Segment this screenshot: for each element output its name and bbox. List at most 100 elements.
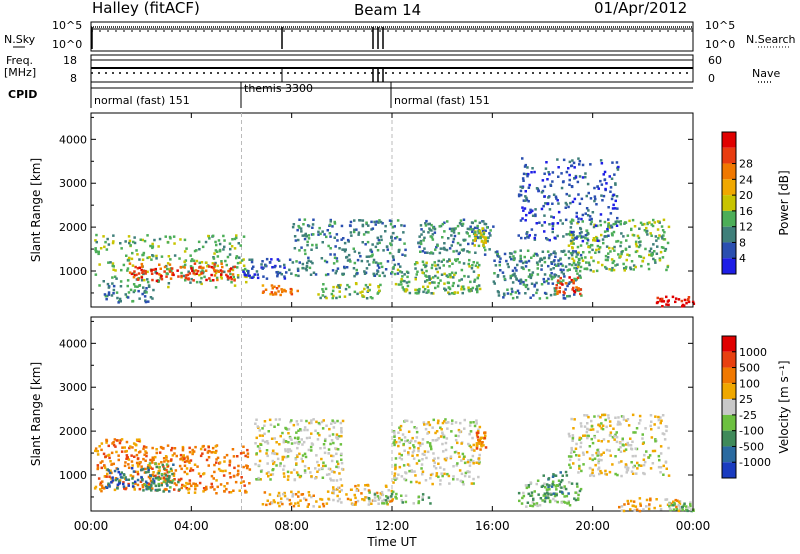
velocity-colorbar-swatch [722,430,736,447]
velocity-ytick-label: 2000 [59,425,87,438]
power-colorbar-label: 24 [739,173,753,186]
power-echo-region [291,218,407,278]
power-colorbar: 4 8 12 16 20 24 28 Power [dB] [721,131,791,275]
noise-tick-right-top: 10^5 [705,19,736,32]
velocity-colorbar-swatch [722,383,736,400]
power-echo-region [261,284,299,297]
power-colorbar-label: 16 [739,205,753,218]
power-colorbar-swatch [722,258,736,274]
velocity-colorbar-label: 25 [739,393,753,406]
velocity-colorbar: 1000 500 100 25 -25 -100 -500 -1000 Velocity [m … [721,335,791,479]
date-label: 01/Apr/2012 [594,0,688,17]
velocity-colorbar-label: 100 [739,377,760,390]
velocity-colorbar-label: -25 [739,409,757,422]
freq-tick-bottom: 8 [70,72,77,85]
power-echo-region [103,284,155,304]
velocity-data [93,413,695,513]
power-colorbar-label: 12 [739,221,753,234]
beam-label: Beam 14 [354,1,422,19]
nsearch-label: N.Search [746,33,796,46]
power-echo-region [94,233,249,289]
power-echo-region [242,257,295,280]
power-colorbar-title: Power [dB] [777,170,791,235]
power-colorbar-swatch [722,147,736,164]
time-tick-label: 00:00 [74,519,109,533]
velocity-ytick-label: 3000 [59,381,87,394]
velocity-panel: 1000 2000 3000 4000 Slant Range [km] [29,316,695,513]
velocity-colorbar-swatch [722,446,736,463]
power-colorbar-swatch [722,179,736,196]
power-echo-region [555,276,582,296]
velocity-echo-region [392,418,483,486]
power-echo-region [417,218,495,256]
velocity-echo-region [567,413,671,478]
noise-tick-left-bottom: 10^0 [52,38,83,51]
power-echo-region [473,227,488,248]
cpid-segment-3: normal (fast) 151 [394,94,490,107]
power-data [94,157,696,308]
power-colorbar-swatch [722,226,736,243]
noise-tick-left-top: 10^5 [52,19,83,32]
velocity-colorbar-swatch [722,414,736,431]
power-colorbar-label: 20 [739,189,753,202]
time-axis: 00:00 04:00 08:00 12:00 16:00 20:00 00:00 Time … [74,519,711,549]
velocity-colorbar-title: Velocity [m s⁻¹] [777,360,791,453]
velocity-echo-region [142,462,181,493]
freq-unit: [MHz] [4,66,37,79]
velocity-echo-region [331,483,394,506]
velocity-colorbar-label: 1000 [739,346,767,359]
power-colorbar-label: 4 [739,252,746,265]
time-tick-label: 12:00 [375,519,410,533]
time-axis-label: Time UT [366,535,417,549]
velocity-colorbar-frame [721,335,737,479]
power-echo-region [392,258,482,296]
nave-tick-bottom: 0 [708,72,715,85]
freq-label: Freq. [6,54,34,67]
velocity-colorbar-swatch [722,336,736,352]
velocity-ylabel: Slant Range [km] [29,362,43,466]
power-colorbar-swatch [722,210,736,227]
time-tick-label: 08:00 [274,519,309,533]
velocity-echo-region [254,418,345,482]
nave-label: Nave [752,67,781,80]
power-echo-region [128,262,237,283]
power-colorbar-frame [721,131,737,275]
nsky-label: N.Sky [4,33,36,46]
power-ytick-label: 2000 [59,221,87,234]
cpid-panel [90,82,693,108]
power-echo-region [317,282,382,300]
time-tick-label: 16:00 [475,519,510,533]
velocity-colorbar-label: -1000 [739,456,771,469]
power-ytick-label: 1000 [59,265,87,278]
power-ytick-label: 4000 [59,133,87,146]
noise-tick-right-bottom: 10^0 [705,38,736,51]
velocity-colorbar-swatch [722,399,736,415]
velocity-colorbar-swatch [722,462,736,478]
power-colorbar-swatch [722,163,736,180]
power-panel: 1000 2000 3000 4000 Slant Range [km] [29,112,696,308]
velocity-colorbar-label: -500 [739,440,764,453]
time-tick-label: 20:00 [575,519,610,533]
nave-tick-top: 60 [708,54,722,67]
station-title: Halley (fitACF) [92,0,200,17]
power-echo-region [655,295,696,308]
time-tick-label: 00:00 [676,519,711,533]
velocity-echo-region [668,501,695,513]
freq-tick-top: 18 [63,54,77,67]
velocity-ytick-label: 1000 [59,469,87,482]
velocity-echo-region [261,490,331,508]
cpid-label: CPID [8,88,38,101]
velocity-colorbar-label: 500 [739,362,760,375]
power-echo-region [517,157,621,243]
velocity-echo-region [367,490,432,505]
cpid-segment-1: normal (fast) 151 [94,94,190,107]
freq-panel [90,54,772,83]
time-tick-label: 04:00 [174,519,209,533]
power-ytick-label: 3000 [59,177,87,190]
power-colorbar-swatch [722,242,736,259]
velocity-ytick-label: 4000 [59,337,87,350]
noise-panel [13,21,790,52]
velocity-colorbar-label: -100 [739,425,764,438]
velocity-echo-region [475,431,488,451]
